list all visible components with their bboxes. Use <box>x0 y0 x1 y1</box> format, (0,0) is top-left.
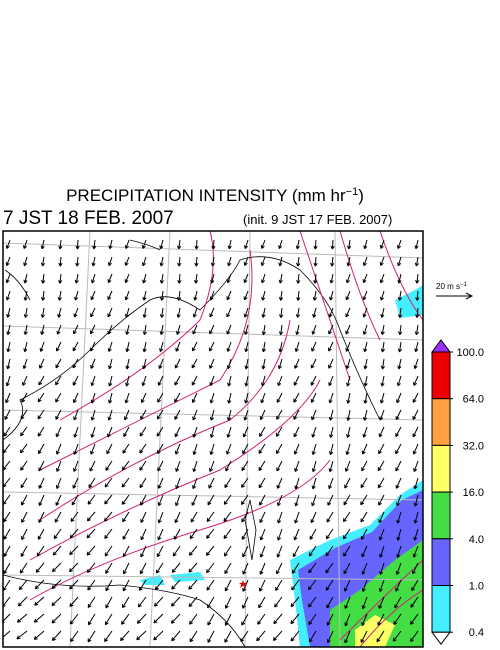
coastline <box>3 239 381 647</box>
colorbar-label: 16.0 <box>463 487 484 499</box>
colorbar-segment <box>431 538 451 586</box>
colorbar-segment <box>431 351 451 400</box>
wind-vectors <box>3 239 420 644</box>
vector-key-text: 20 m s <box>436 282 460 291</box>
title-text: PRECIPITATION INTENSITY (mm hr <box>66 186 346 205</box>
vector-key: 20 m s−1 <box>436 282 468 291</box>
colorbar-label: 4.0 <box>469 534 484 546</box>
colorbar-top <box>431 339 451 353</box>
colorbar-label: 0.4 <box>469 627 484 639</box>
map <box>3 231 423 647</box>
valid-time: 7 JST 18 FEB. 2007 <box>3 208 174 229</box>
colorbar-segment <box>431 398 451 446</box>
isobars <box>29 231 423 647</box>
vector-key-exp: −1 <box>460 282 468 288</box>
colorbar: 100.0 64.0 32.0 16.0 4.0 1.0 0.4 <box>431 339 484 646</box>
vector-key-arrow <box>436 292 474 300</box>
colorbar-segment <box>431 585 451 633</box>
marker <box>239 580 247 588</box>
colorbar-label: 1.0 <box>469 581 484 593</box>
map-frame <box>2 230 424 648</box>
colorbar-segment <box>431 444 451 493</box>
init-time: (init. 9 JST 17 FEB. 2007) <box>243 212 392 227</box>
wind-arrow-field <box>3 239 420 644</box>
title: PRECIPITATION INTENSITY (mm hr−1) <box>66 186 364 205</box>
colorbar-bottom <box>431 631 451 646</box>
colorbar-label: 32.0 <box>463 440 484 452</box>
colorbar-label: 100.0 <box>456 347 484 359</box>
colorbar-segment <box>431 491 451 540</box>
title-exp: −1 <box>346 186 359 198</box>
title-close: ) <box>358 186 364 205</box>
colorbar-label: 64.0 <box>463 394 484 406</box>
